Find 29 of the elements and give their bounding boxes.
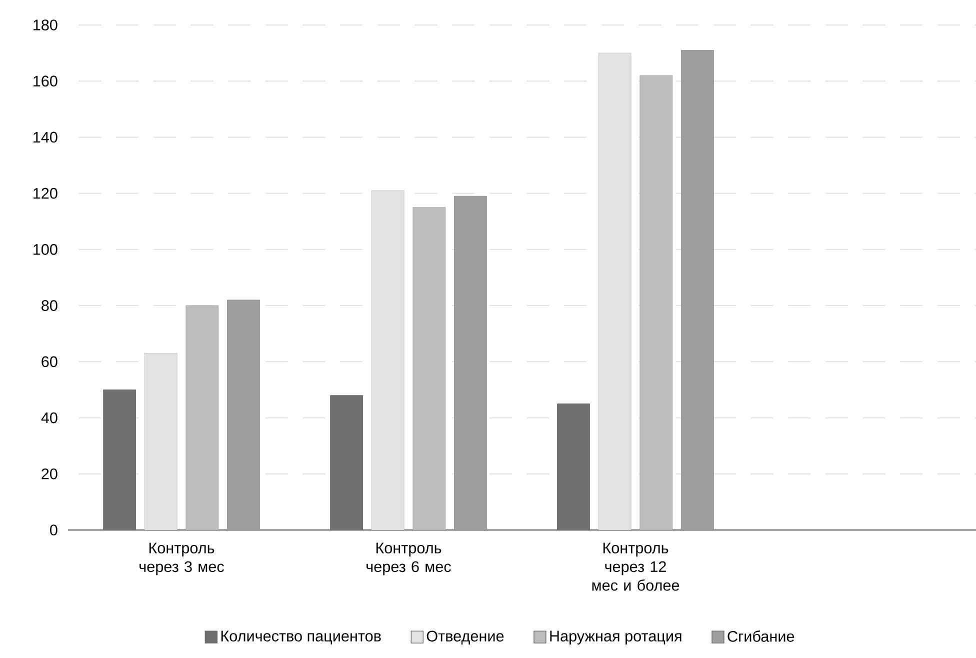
y-tick-label: 140	[34, 132, 58, 143]
bar	[330, 395, 363, 530]
y-tick-label: 80	[42, 300, 58, 311]
bar	[454, 196, 487, 530]
y-tick-label: 160	[34, 76, 58, 87]
bar	[640, 75, 673, 530]
bar	[103, 390, 136, 530]
bar	[144, 353, 178, 530]
x-tick-label: Контроль через 6 мес	[366, 542, 451, 576]
legend-label: Количество пациентов	[221, 630, 381, 644]
x-tick-label: Контроль через 12 мес и более	[592, 542, 680, 591]
y-tick-label: 0	[50, 524, 58, 536]
y-tick-label: 180	[34, 20, 58, 30]
y-tick-label: 120	[34, 188, 58, 199]
x-tick-label: Контроль через 3 мес	[140, 542, 224, 576]
y-tick-label: 40	[41, 412, 58, 424]
y-tick-label: 60	[42, 356, 58, 368]
legend-label: Наружная ротация	[550, 630, 682, 645]
y-tick-label: 20	[42, 468, 58, 480]
bar	[557, 404, 590, 530]
legend-label: Отведение	[426, 630, 504, 644]
legend-label: Сгибание	[728, 630, 794, 642]
bar	[186, 305, 219, 530]
y-tick-label: 100	[34, 244, 58, 255]
bar	[681, 50, 714, 530]
bar	[412, 207, 446, 530]
bar	[371, 190, 404, 530]
bar	[598, 52, 632, 530]
bar	[227, 300, 260, 530]
